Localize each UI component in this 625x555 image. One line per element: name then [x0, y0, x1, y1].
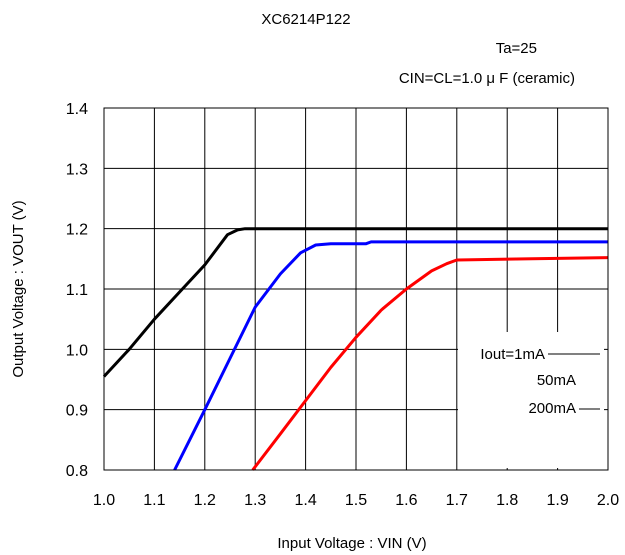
- capacitor-annotation: CIN=CL=1.0 μ F (ceramic): [399, 70, 575, 87]
- x-tick-labels: 1.0 1.1 1.2 1.3 1.4 1.5 1.6 1.7 1.8 1.9 2.0: [93, 492, 619, 509]
- x-tick-label-10: 2.0: [597, 492, 619, 509]
- x-tick-label-9: 1.9: [546, 492, 568, 509]
- series-layer: [102, 227, 609, 471]
- y-tick-label-5: 1.3: [66, 161, 88, 178]
- y-tick-label-0: 0.8: [66, 463, 88, 480]
- legend-label-200ma: 200mA: [528, 400, 576, 417]
- x-tick-label-4: 1.4: [294, 492, 316, 509]
- x-tick-label-7: 1.7: [446, 492, 468, 509]
- y-tick-label-4: 1.2: [66, 222, 88, 239]
- chart-title: XC6214P122: [261, 11, 350, 28]
- series-line-2: [251, 256, 609, 471]
- temperature-annotation: Ta=25: [496, 40, 537, 57]
- x-tick-label-8: 1.8: [496, 492, 518, 509]
- x-tick-label-3: 1.3: [244, 492, 266, 509]
- x-tick-label-5: 1.5: [345, 492, 367, 509]
- y-tick-label-1: 0.9: [66, 403, 88, 420]
- y-axis-label: Output Voltage : VOUT (V): [10, 200, 27, 377]
- x-axis-label: Input Voltage : VIN (V): [277, 535, 426, 552]
- y-tick-label-2: 1.0: [66, 342, 88, 359]
- y-tick-label-6: 1.4: [66, 101, 88, 118]
- legend-label-50ma: 50mA: [537, 372, 576, 389]
- x-tick-label-2: 1.2: [194, 492, 216, 509]
- plot-frame: [103, 107, 609, 471]
- legend: Iout=1mA 50mA 200mA: [480, 346, 600, 417]
- series-line-1: [173, 240, 608, 471]
- y-tick-labels: 0.8 0.9 1.0 1.1 1.2 1.3 1.4: [66, 101, 88, 480]
- x-tick-label-0: 1.0: [93, 492, 115, 509]
- legend-label-1ma: Iout=1mA: [480, 346, 545, 363]
- series-line-0: [102, 227, 608, 378]
- x-tick-label-1: 1.1: [143, 492, 165, 509]
- legend-box: [458, 332, 604, 468]
- y-tick-label-3: 1.1: [66, 282, 88, 299]
- x-tick-label-6: 1.6: [395, 492, 417, 509]
